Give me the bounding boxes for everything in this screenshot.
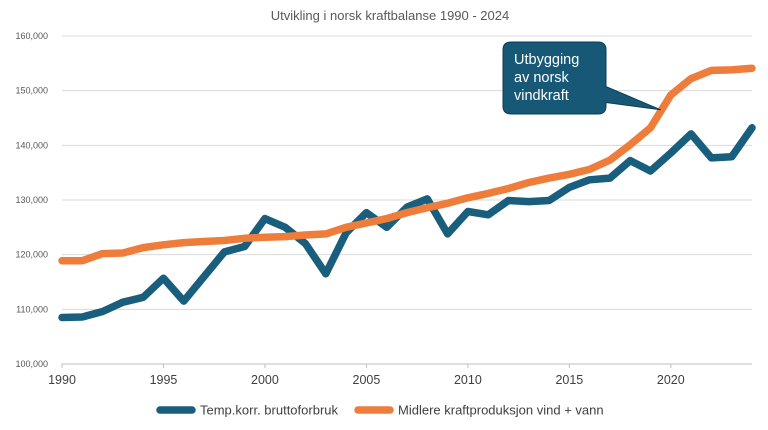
y-tick-label: 110,000 (16, 304, 48, 314)
legend-label: Midlere kraftproduksjon vind + vann (398, 403, 604, 418)
x-tick-label: 1995 (150, 373, 178, 387)
x-tick-label: 2005 (353, 373, 381, 387)
y-tick-label: 100,000 (15, 359, 48, 369)
legend: Temp.korr. bruttoforbruk Midlere kraftpro… (156, 403, 604, 418)
chart-title: Utvikling i norsk kraftbalanse 1990 - 20… (271, 8, 509, 23)
y-tick-label: 160,000 (15, 31, 48, 41)
callout-bubble (502, 41, 661, 115)
callout-text-line: Utbygging (514, 52, 579, 68)
series-lines (58, 64, 756, 322)
x-tick-label: 1990 (48, 373, 76, 387)
y-tick-label: 130,000 (15, 195, 48, 205)
y-axis-ticks: 100,000 110,000 120,000 130,000 140,000 150,0… (15, 31, 48, 369)
series-line-kraftproduksjon (58, 64, 756, 265)
callout-text-line: av norsk (514, 70, 570, 86)
x-tick-label: 2020 (657, 373, 685, 387)
callout: Utbygging av norsk vindkraft (502, 41, 661, 115)
callout-text-line: vindkraft (514, 88, 569, 104)
x-tick-label: 2010 (454, 373, 482, 387)
legend-label: Temp.korr. bruttoforbruk (200, 403, 338, 418)
series-line-bruttoforbruk (58, 124, 756, 322)
x-axis-ticks: 1990 1995 2000 2005 2010 2015 2020 (48, 364, 685, 387)
y-tick-label: 150,000 (15, 86, 48, 96)
x-tick-label: 2015 (555, 373, 583, 387)
y-tick-label: 140,000 (15, 140, 48, 150)
x-tick-label: 2000 (251, 373, 279, 387)
y-tick-label: 120,000 (15, 250, 48, 260)
gridlines (62, 35, 752, 365)
